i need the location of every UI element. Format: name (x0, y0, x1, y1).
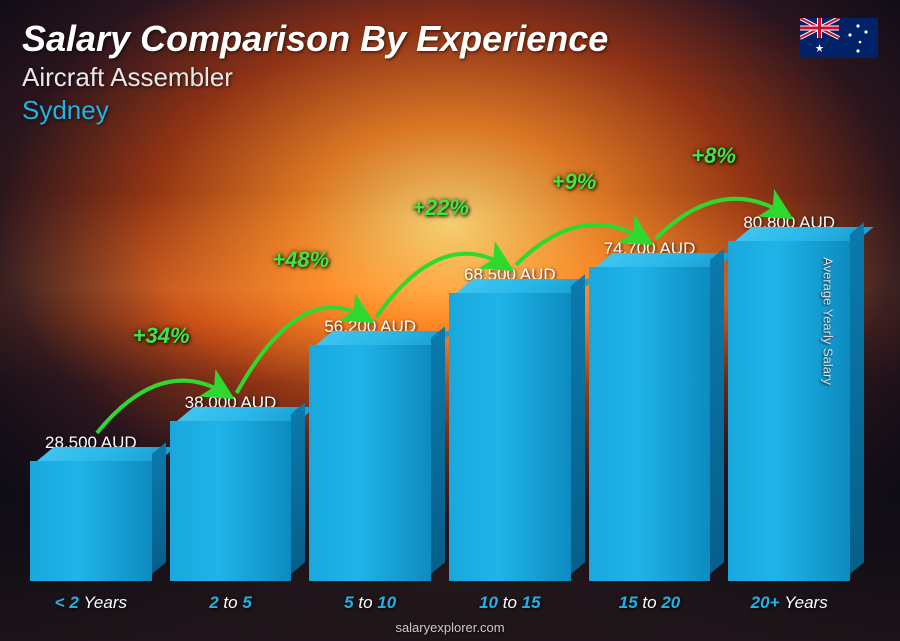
category-label: 5 to 10 (309, 593, 431, 613)
category-label: 10 to 15 (449, 593, 571, 613)
y-axis-label: Average Yearly Salary (821, 257, 836, 385)
category-label: < 2 Years (30, 593, 152, 613)
category-axis: < 2 Years 2 to 5 5 to 10 10 to 15 15 to 20 20… (30, 593, 850, 613)
bar-4: 74,700 AUD (589, 239, 711, 581)
category-label: 15 to 20 (589, 593, 711, 613)
flag-icon (800, 18, 878, 58)
footer-attribution: salaryexplorer.com (0, 620, 900, 635)
bar-3: 68,500 AUD (449, 265, 571, 581)
header: Salary Comparison By Experience Aircraft… (22, 18, 878, 126)
bar-shape (309, 345, 431, 581)
category-label: 20+ Years (728, 593, 850, 613)
bar-2: 56,200 AUD (309, 317, 431, 581)
bar-shape (30, 461, 152, 581)
bar-shape (449, 293, 571, 581)
bar-shape (170, 421, 292, 581)
chart-title: Salary Comparison By Experience (22, 18, 878, 60)
chart-location: Sydney (22, 95, 878, 126)
bar-shape (589, 267, 711, 581)
bar-chart: 28,500 AUD38,000 AUD56,200 AUD68,500 AUD… (30, 121, 850, 581)
bar-0: 28,500 AUD (30, 433, 152, 581)
bar-1: 38,000 AUD (170, 393, 292, 581)
category-label: 2 to 5 (170, 593, 292, 613)
chart-subtitle: Aircraft Assembler (22, 62, 878, 93)
